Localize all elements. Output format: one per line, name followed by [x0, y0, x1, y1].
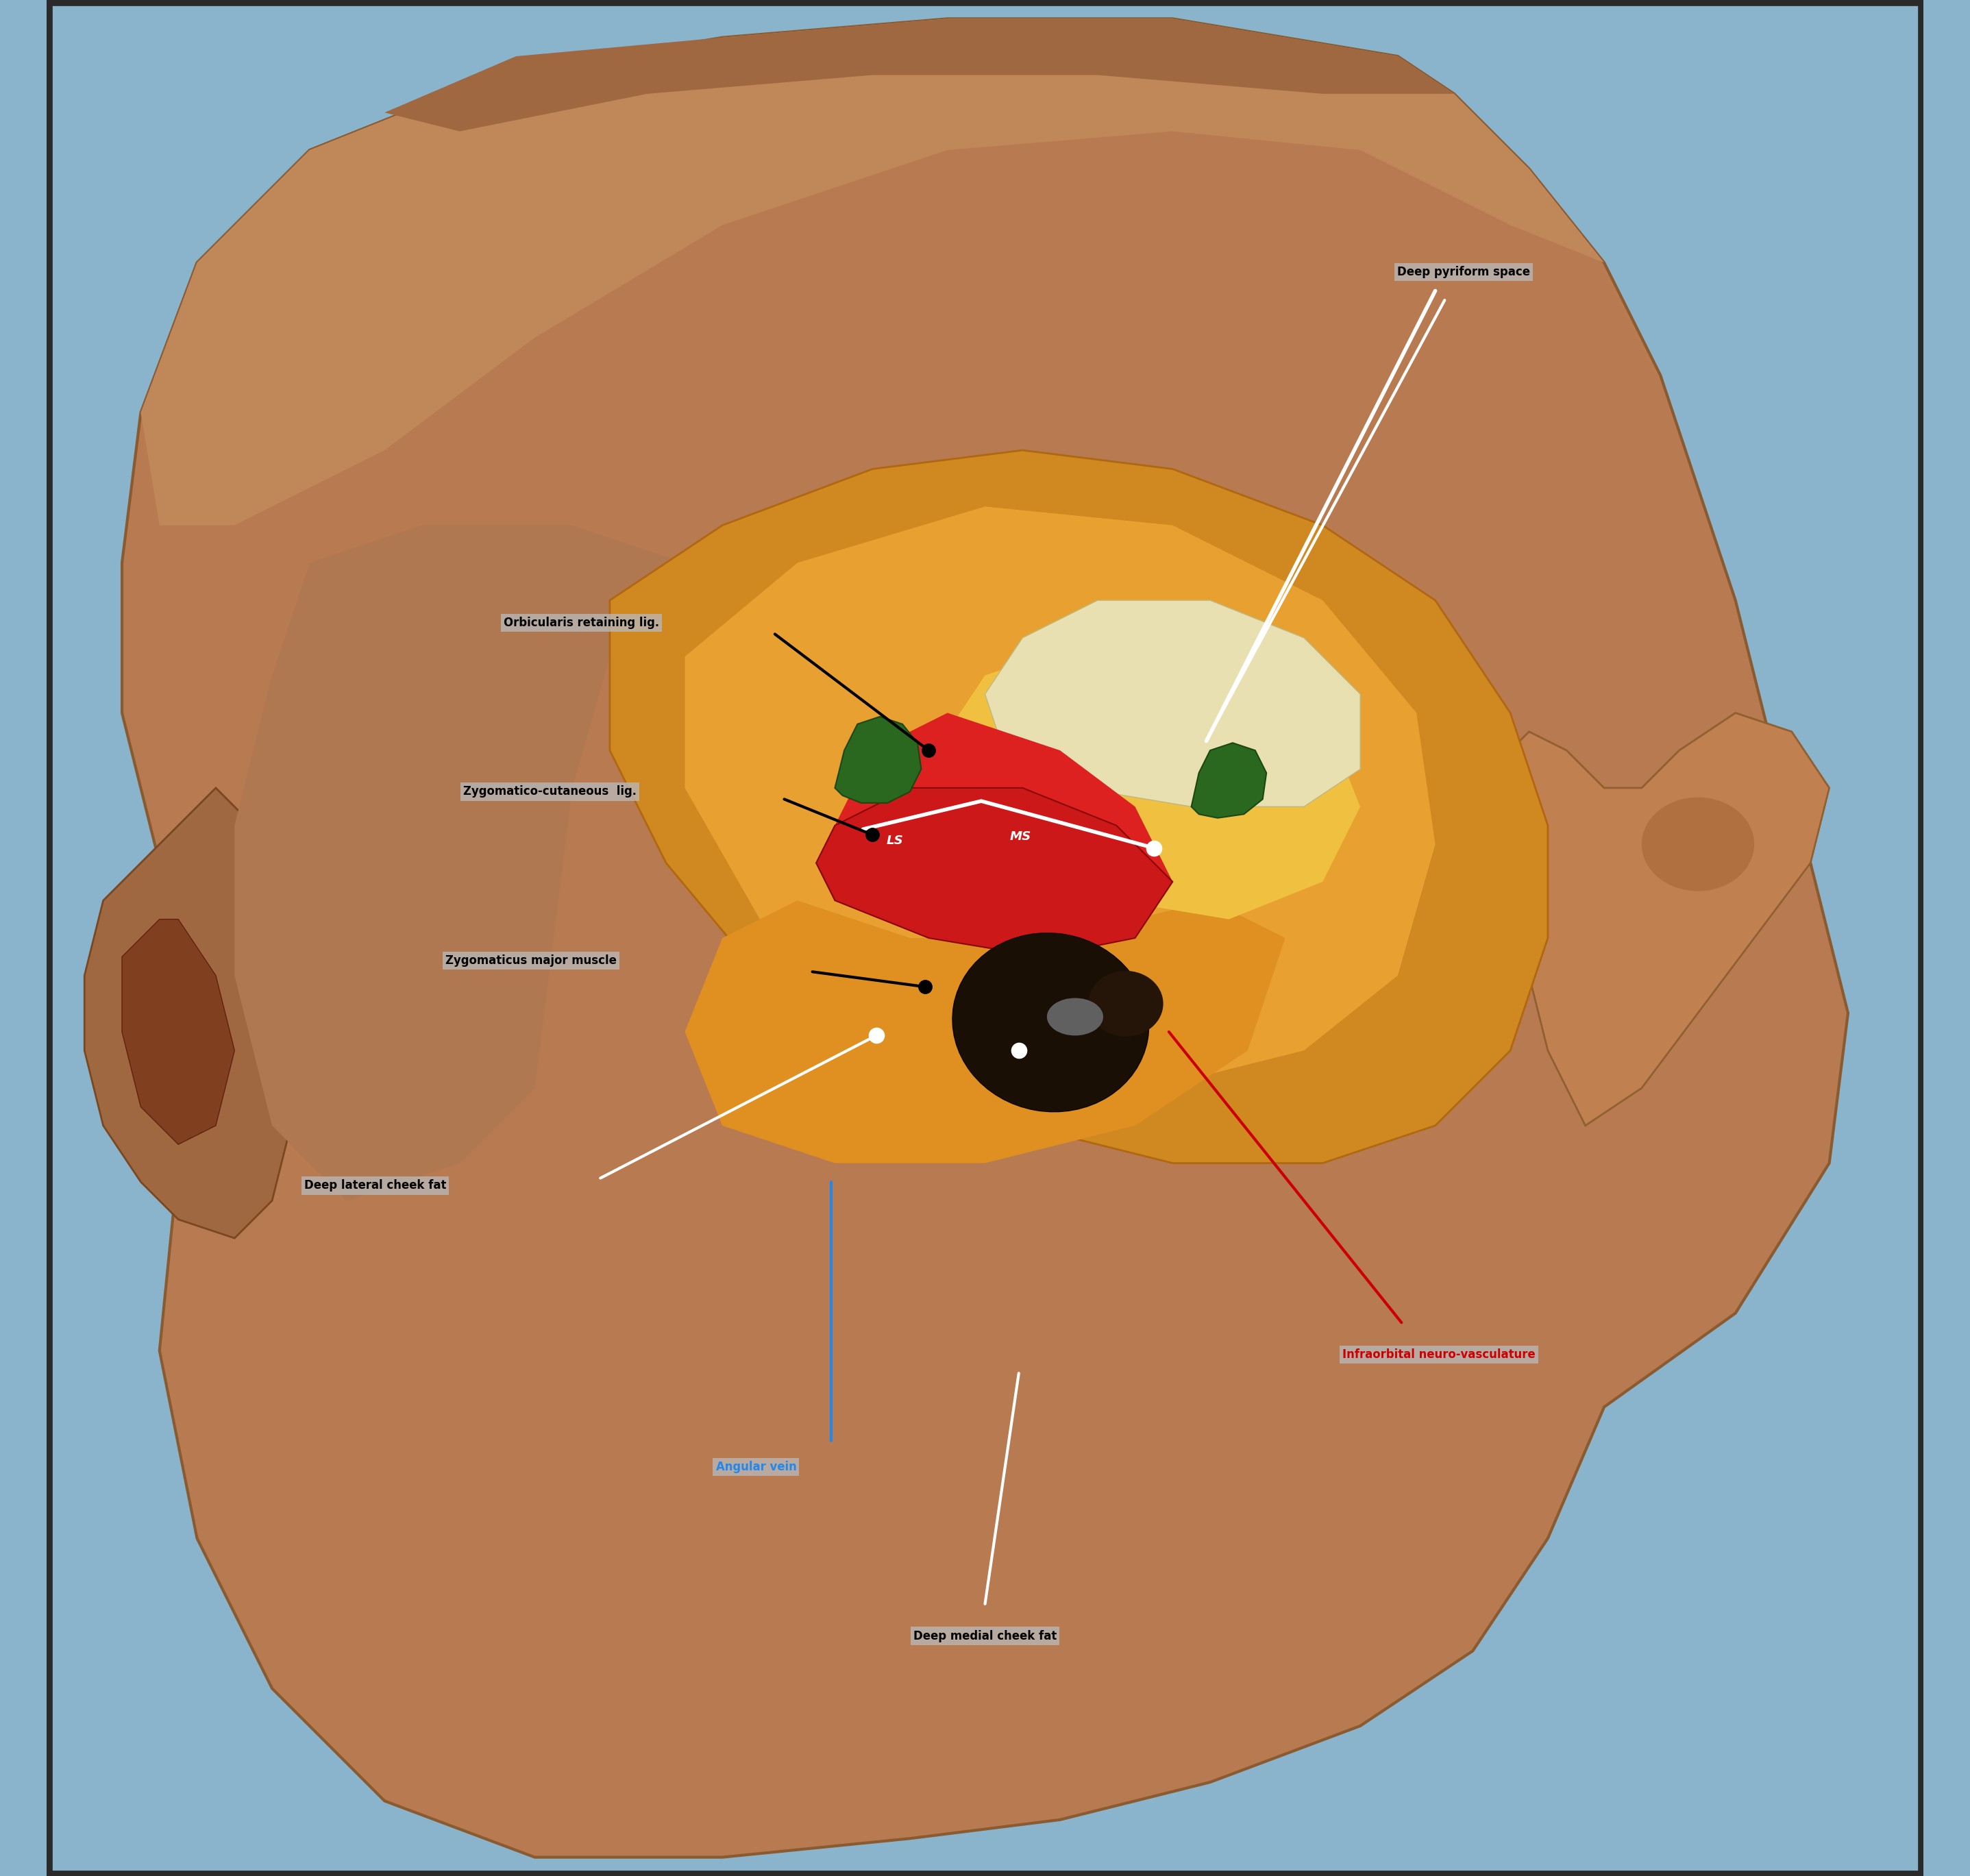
Polygon shape — [910, 507, 1359, 675]
Text: Deep pyriform space: Deep pyriform space — [1397, 266, 1531, 278]
Ellipse shape — [1046, 998, 1103, 1036]
Polygon shape — [928, 638, 1359, 919]
Text: Deep medial cheek fat: Deep medial cheek fat — [914, 1630, 1056, 1642]
Polygon shape — [985, 600, 1359, 807]
Text: MS: MS — [1011, 831, 1032, 842]
Polygon shape — [1192, 743, 1267, 818]
Text: Orbicularis retaining lig.: Orbicularis retaining lig. — [504, 617, 660, 628]
Polygon shape — [686, 900, 1284, 1163]
Polygon shape — [122, 19, 1848, 1857]
Polygon shape — [686, 507, 1436, 1088]
Polygon shape — [835, 717, 922, 803]
Text: Zygomaticus major muscle: Zygomaticus major muscle — [445, 955, 617, 966]
Text: Angular vein: Angular vein — [715, 1461, 796, 1473]
Polygon shape — [122, 919, 234, 1144]
Text: Zygomatico-cutaneous  lig.: Zygomatico-cutaneous lig. — [463, 786, 636, 797]
Polygon shape — [611, 450, 1548, 1163]
Text: Deep lateral cheek fat: Deep lateral cheek fat — [303, 1180, 447, 1191]
Polygon shape — [1474, 713, 1830, 1126]
Polygon shape — [85, 788, 292, 1238]
Polygon shape — [384, 19, 1454, 131]
Ellipse shape — [1641, 797, 1753, 891]
Polygon shape — [140, 19, 1604, 525]
Polygon shape — [835, 713, 1172, 882]
Ellipse shape — [952, 932, 1149, 1112]
Text: Infraorbital neuro-vasculature: Infraorbital neuro-vasculature — [1342, 1349, 1535, 1360]
Polygon shape — [234, 525, 686, 1201]
Polygon shape — [816, 788, 1172, 957]
Ellipse shape — [1087, 972, 1162, 1036]
Text: LS: LS — [886, 835, 904, 846]
